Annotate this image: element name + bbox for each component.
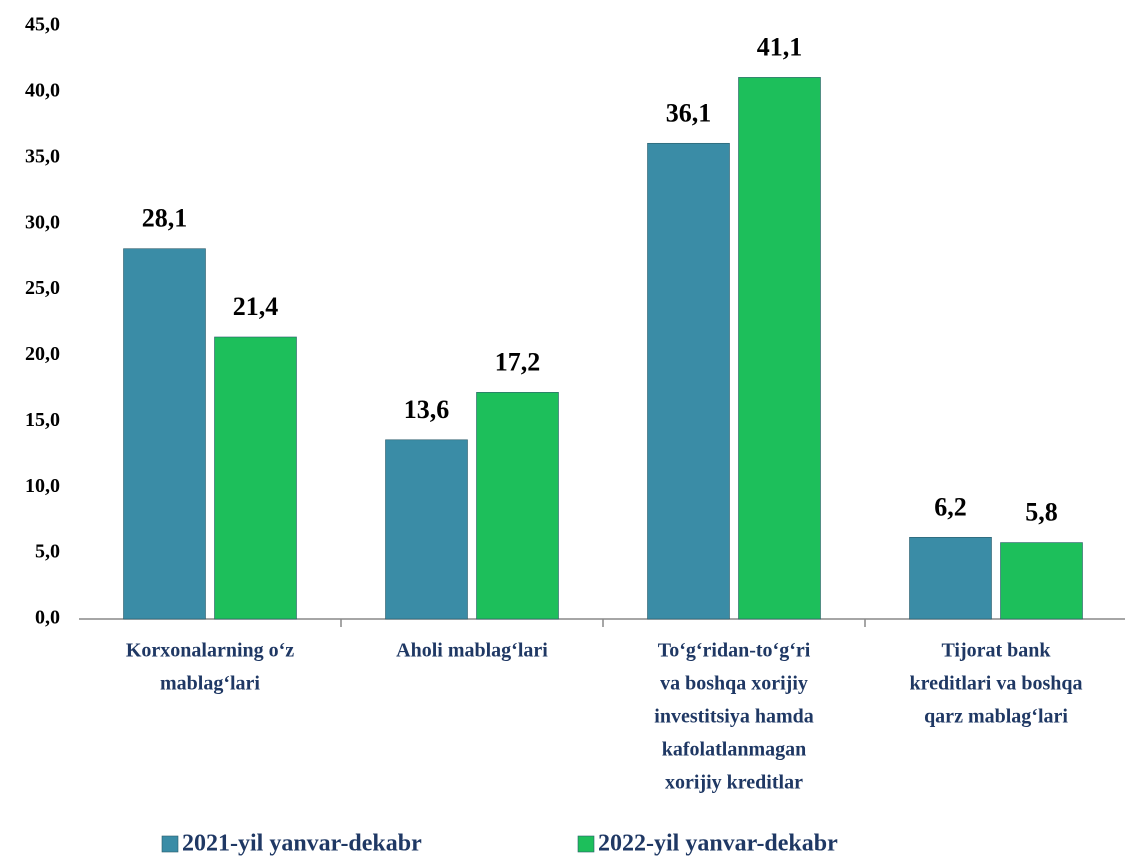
y-tick-label: 15,0 — [25, 409, 60, 431]
y-tick-label: 5,0 — [35, 541, 60, 563]
legend-swatch — [577, 835, 595, 853]
x-tick-label: Aholi mablag‘lari — [396, 640, 548, 662]
bar — [385, 439, 468, 620]
y-tick-label: 20,0 — [25, 343, 60, 365]
legend-label: 2021-yil yanvar-dekabr — [182, 831, 422, 857]
bar — [1000, 542, 1083, 620]
data-label: 17,2 — [495, 347, 541, 376]
y-tick-label: 35,0 — [25, 145, 60, 167]
x-tick-label: mablag‘lari — [160, 673, 260, 695]
x-tick-label: To‘g‘ridan-to‘g‘ri — [658, 640, 811, 662]
x-tick-label: Korxonalarning o‘z — [126, 640, 294, 662]
data-label: 6,2 — [934, 492, 967, 521]
data-label: 13,6 — [404, 395, 450, 424]
data-label: 28,1 — [142, 204, 188, 233]
bar — [738, 77, 821, 620]
legend-label: 2022-yil yanvar-dekabr — [598, 831, 838, 857]
x-tick-label: kreditlari va boshqa — [910, 673, 1083, 695]
x-tick-label: xorijiy kreditlar — [665, 772, 803, 794]
data-label: 5,8 — [1025, 498, 1058, 527]
y-tick-label: 0,0 — [35, 607, 60, 629]
bar — [214, 336, 297, 620]
y-tick-label: 30,0 — [25, 211, 60, 233]
y-tick-label: 25,0 — [25, 277, 60, 299]
y-tick-label: 40,0 — [25, 79, 60, 101]
data-label: 41,1 — [757, 32, 803, 61]
data-label: 21,4 — [233, 292, 279, 321]
x-tick-label: va boshqa xorijiy — [660, 673, 808, 695]
bar — [909, 536, 992, 620]
data-label: 36,1 — [666, 98, 712, 127]
bar — [647, 142, 730, 620]
x-tick-label: investitsiya hamda — [654, 706, 813, 728]
bar — [123, 248, 206, 620]
x-tick-label: Tijorat bank — [941, 640, 1051, 662]
y-tick-label: 45,0 — [25, 14, 60, 36]
x-tick-label: kafolatlanmagan — [662, 739, 806, 761]
y-tick-label: 10,0 — [25, 475, 60, 497]
bar — [476, 392, 559, 620]
legend-swatch — [161, 835, 179, 853]
x-tick-label: qarz mablag‘lari — [924, 706, 1068, 728]
